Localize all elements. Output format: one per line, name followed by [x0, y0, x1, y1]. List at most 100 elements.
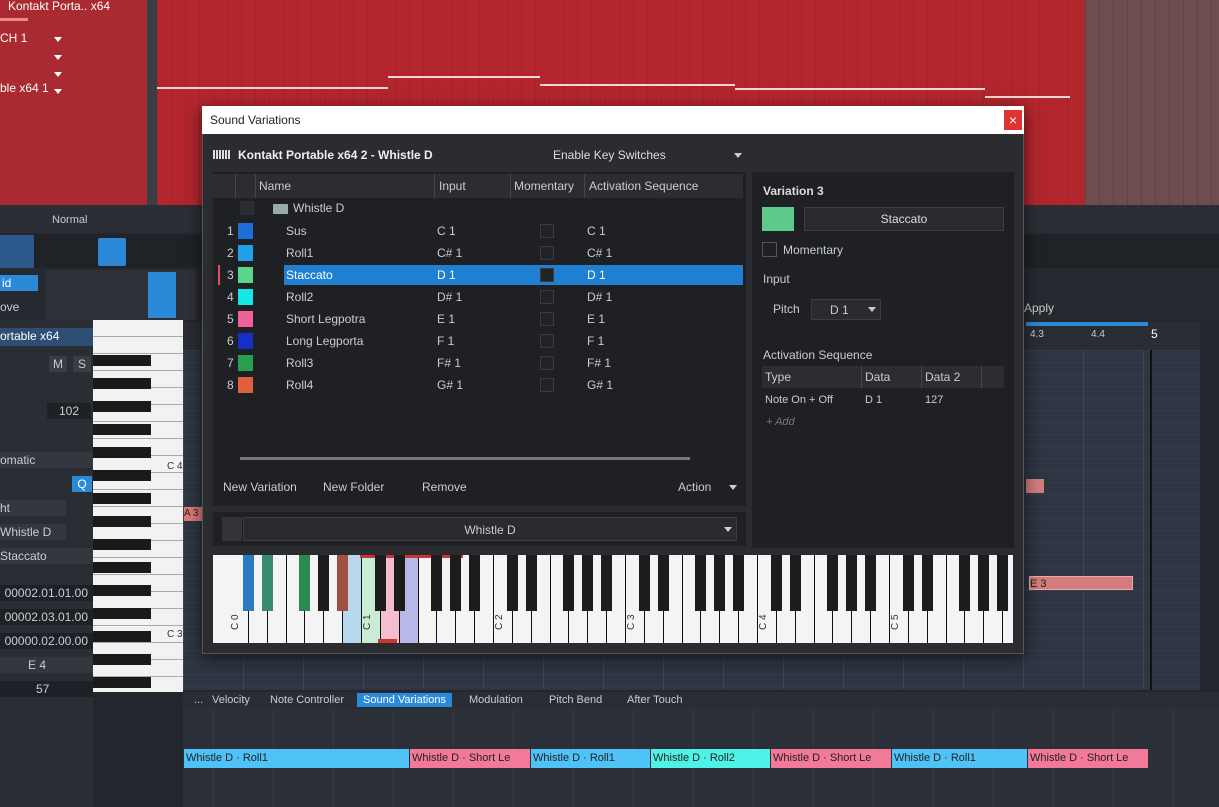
variation-field: Staccato: [0, 548, 93, 564]
song-end: [1150, 350, 1152, 690]
controller-tab[interactable]: Modulation: [469, 694, 523, 706]
momentary-checkbox[interactable]: [762, 242, 777, 257]
sequence-column: Data: [865, 370, 891, 384]
mute-button[interactable]: M: [49, 356, 67, 372]
close-button[interactable]: ×: [1004, 110, 1022, 130]
variation-input: G# 1: [437, 378, 464, 392]
track-scroll: [147, 0, 157, 205]
solo-button[interactable]: S: [73, 356, 91, 372]
action-button[interactable]: New Variation: [223, 480, 297, 494]
controller-tab[interactable]: After Touch: [627, 694, 683, 706]
activation-sequence: E 1: [587, 312, 606, 326]
variation-name[interactable]: Roll3: [286, 356, 314, 370]
note-value-active: [148, 272, 176, 318]
black-key: [770, 555, 782, 611]
variation-lane-event[interactable]: Whistle D · Short Le: [410, 749, 530, 768]
black-key: [582, 555, 594, 611]
key-switch-mode[interactable]: Enable Key Switches: [553, 148, 666, 162]
controller-tab[interactable]: Note Controller: [270, 694, 344, 706]
black-key: [865, 555, 877, 611]
tool-button[interactable]: [130, 238, 158, 266]
variation-lane-event[interactable]: Whistle D · Roll2: [651, 749, 770, 768]
row-number: 4: [227, 290, 234, 304]
momentary-checkbox[interactable]: [540, 268, 554, 282]
variation-name[interactable]: Roll4: [286, 378, 314, 392]
black-key: [997, 555, 1009, 611]
apply-button[interactable]: Apply: [1024, 301, 1055, 315]
h-scrollbar: [240, 457, 690, 460]
black-key: [261, 555, 273, 611]
tool-button[interactable]: [98, 238, 126, 266]
variation-name[interactable]: Staccato: [286, 268, 333, 282]
activation-sequence: C 1: [587, 224, 606, 238]
keyboard-label: C 4: [758, 614, 769, 630]
pitch-select[interactable]: D 1: [811, 299, 881, 320]
ruler-label: 4.4: [1091, 329, 1105, 340]
row-color: [238, 311, 253, 327]
momentary-checkbox[interactable]: [540, 356, 554, 370]
variation-name[interactable]: Roll1: [286, 246, 314, 260]
momentary-checkbox[interactable]: [540, 246, 554, 260]
folder-name[interactable]: Whistle D: [293, 201, 345, 215]
variation-table: [213, 172, 746, 506]
black-key: [563, 555, 575, 611]
tool-button[interactable]: [35, 238, 63, 266]
controller-tab[interactable]: Pitch Bend: [549, 694, 603, 706]
tool-button[interactable]: [65, 238, 93, 266]
action-button[interactable]: New Folder: [323, 480, 385, 494]
column-divider: [434, 174, 435, 198]
momentary-label: Momentary: [783, 243, 844, 257]
black-key: [93, 355, 151, 366]
action-button[interactable]: Remove: [422, 480, 467, 494]
variation-lane-event[interactable]: Whistle D · Roll1: [531, 749, 650, 768]
inspector-tab[interactable]: ove: [0, 300, 20, 314]
momentary-checkbox[interactable]: [540, 312, 554, 326]
variation-lane-event[interactable]: Whistle D · Short Le: [771, 749, 891, 768]
controller-tab[interactable]: ...: [194, 694, 204, 706]
detail-color[interactable]: [762, 207, 794, 231]
momentary-checkbox[interactable]: [540, 290, 554, 304]
keyboard-label: C 0: [230, 614, 241, 630]
quantize-button[interactable]: Q: [72, 476, 92, 492]
momentary-checkbox[interactable]: [540, 334, 554, 348]
variation-name[interactable]: Short Legpotra: [286, 312, 366, 326]
keyboard-label: C 5: [890, 614, 901, 630]
row-color: [238, 333, 253, 349]
momentary-checkbox[interactable]: [540, 378, 554, 392]
variation-lane-event[interactable]: Whistle D · Roll1: [892, 749, 1027, 768]
momentary-checkbox[interactable]: [540, 224, 554, 238]
black-key: [733, 555, 745, 611]
variation-input: E 1: [437, 312, 456, 326]
dropdown-arrow: [54, 72, 62, 77]
folder-select[interactable]: Whistle D: [243, 517, 737, 541]
sequence-cell: D 1: [865, 394, 883, 406]
variation-lane-event[interactable]: Whistle D · Roll1: [184, 749, 409, 768]
black-key: [846, 555, 858, 611]
selected-row: [284, 265, 743, 285]
controller-tab[interactable]: Velocity: [212, 694, 250, 706]
black-key: [902, 555, 914, 611]
inspector-tab[interactable]: id: [0, 275, 38, 291]
controller-tab[interactable]: Sound Variations: [357, 693, 452, 707]
tool-button[interactable]: [162, 238, 190, 266]
pitch-label: Pitch: [773, 302, 800, 316]
row-color: [238, 355, 253, 371]
track-selector: [0, 18, 28, 21]
black-key: [450, 555, 462, 611]
detail-name[interactable]: Staccato: [804, 207, 1004, 231]
variation-name[interactable]: Roll2: [286, 290, 314, 304]
variation-lane-event[interactable]: Whistle D · Short Le: [1028, 749, 1148, 768]
row-color: [238, 289, 253, 305]
row-color: [238, 377, 253, 393]
row-number: 2: [227, 246, 234, 260]
dropdown-arrow: [729, 485, 737, 490]
add-step[interactable]: + Add: [766, 416, 795, 428]
variation-name[interactable]: Sus: [286, 224, 307, 238]
dropdown-arrow: [724, 527, 732, 532]
column-divider: [235, 174, 236, 198]
sequence-column: Type: [765, 370, 792, 384]
variation-name[interactable]: Long Legporta: [286, 334, 364, 348]
action-button[interactable]: Action: [678, 480, 712, 494]
automation-line: [563, 84, 735, 86]
